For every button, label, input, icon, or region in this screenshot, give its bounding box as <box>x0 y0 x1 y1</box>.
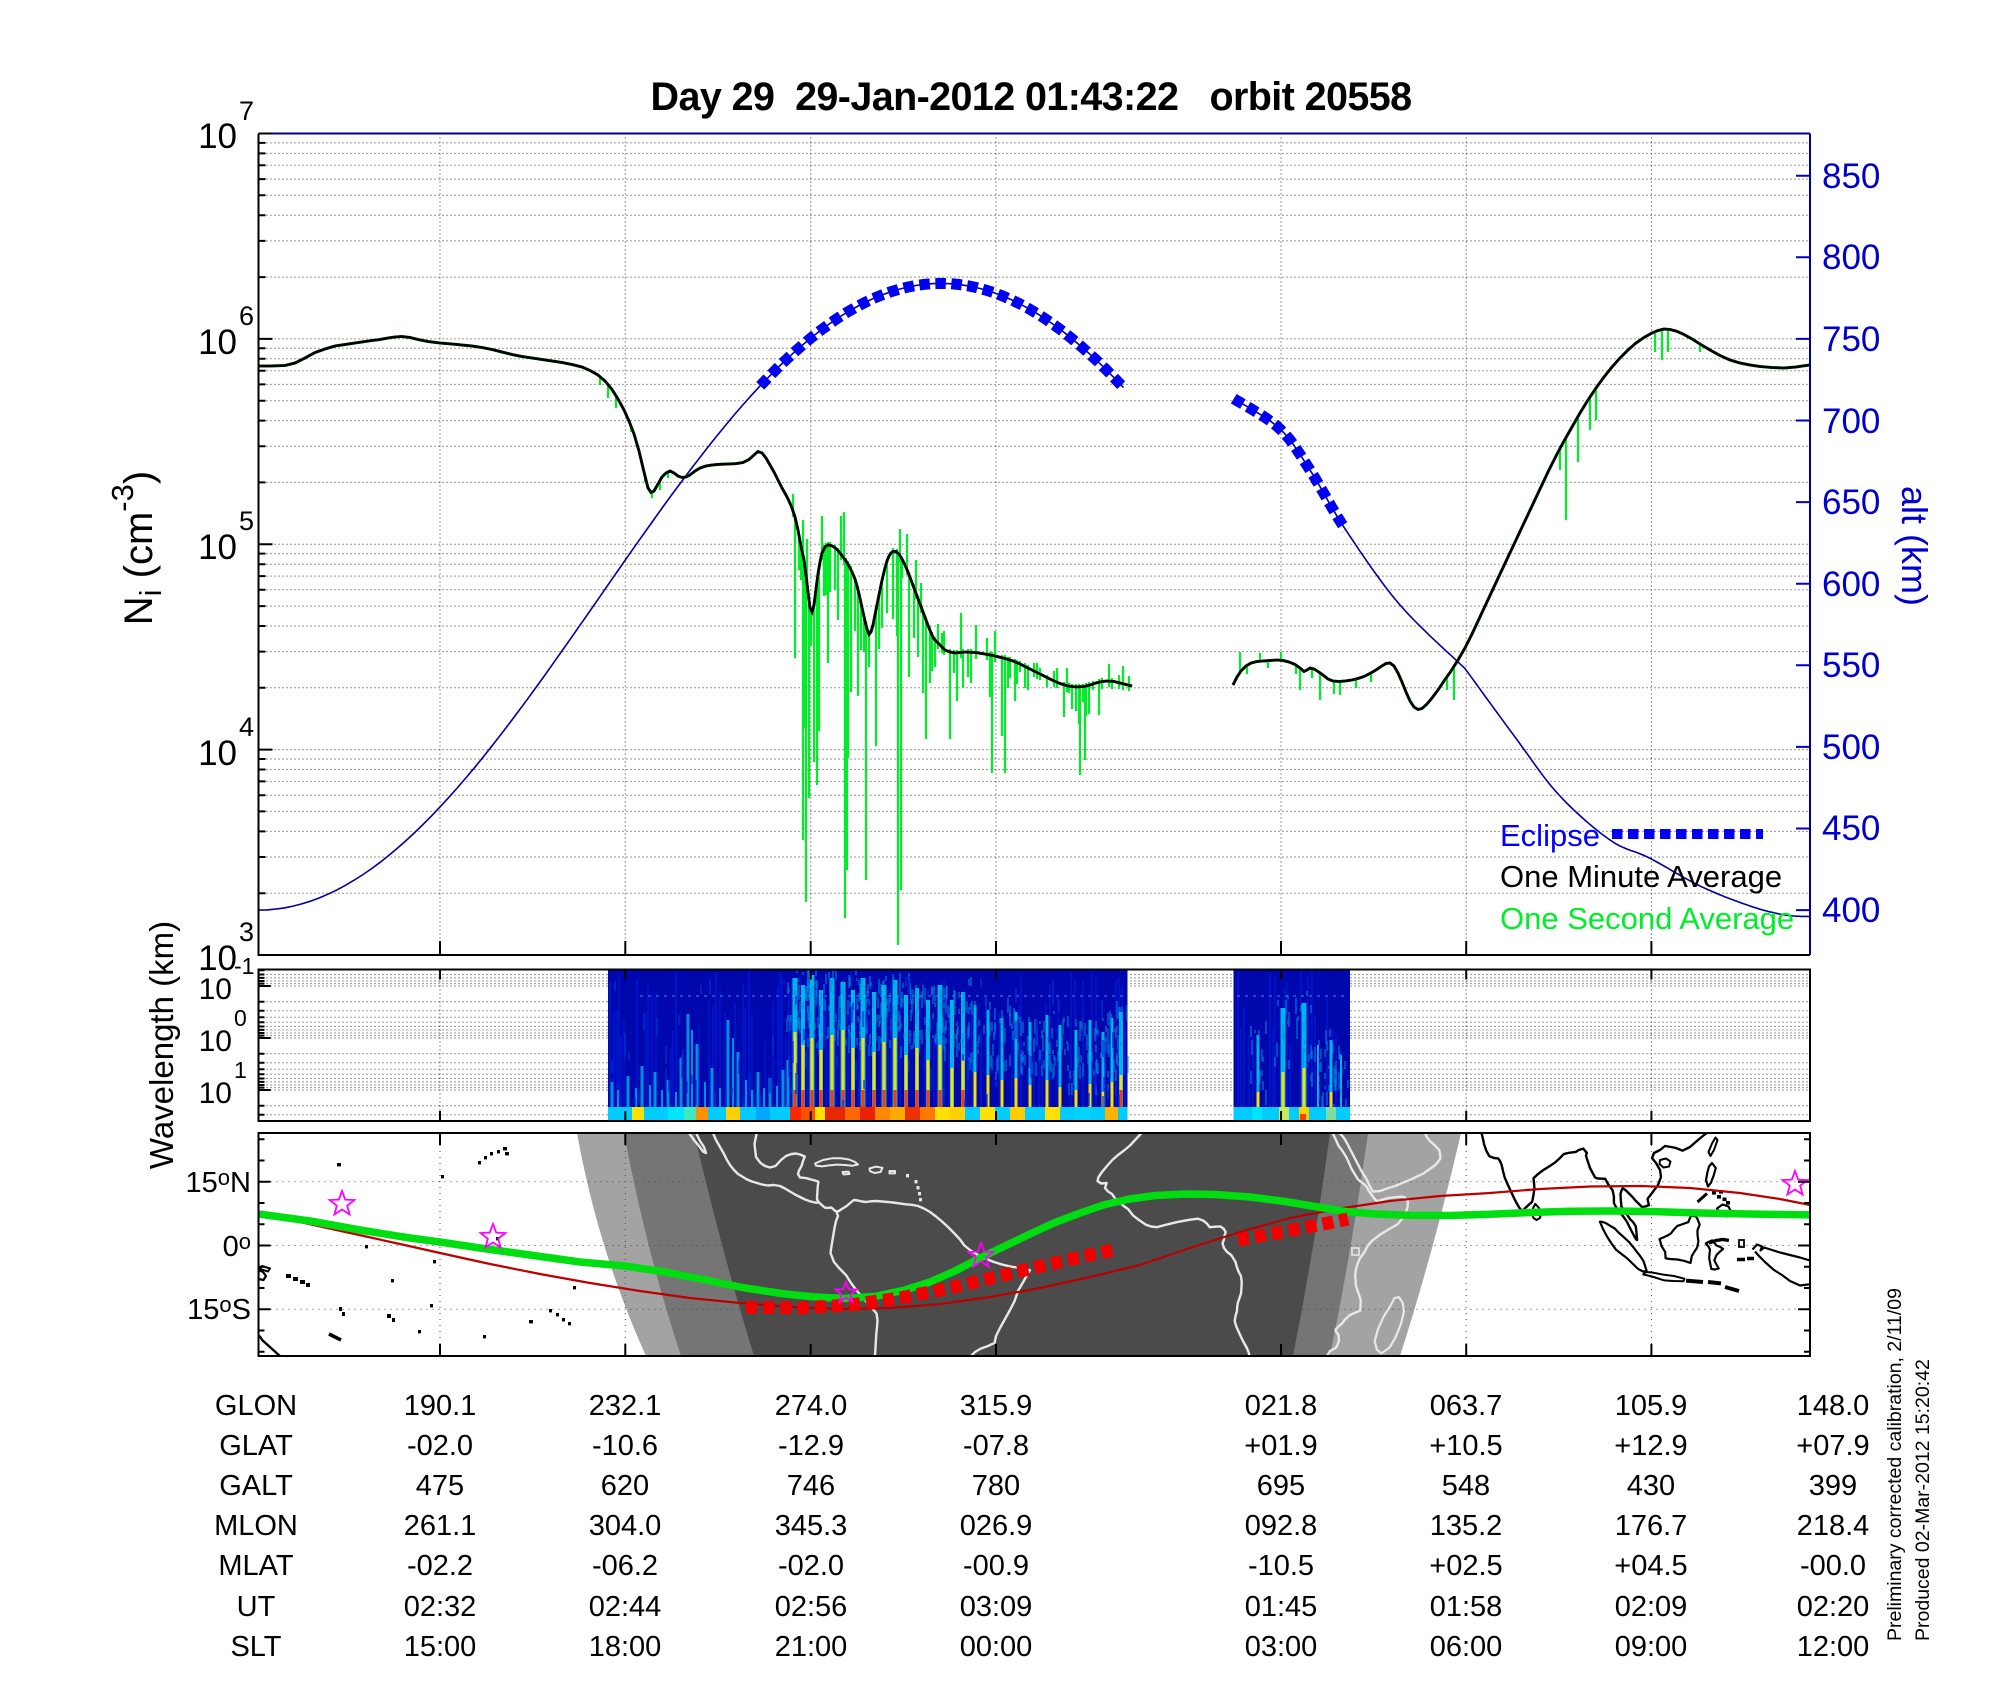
svg-text:MLAT: MLAT <box>218 1550 293 1582</box>
svg-text:176.7: 176.7 <box>1615 1510 1688 1542</box>
svg-text:Day 29 29-Jan-2012 01:43:22: Day 29 29-Jan-2012 01:43:22 orbit 20558 <box>651 75 1412 119</box>
svg-text:GALT: GALT <box>219 1470 293 1502</box>
svg-text:06:00: 06:00 <box>1430 1631 1503 1663</box>
svg-text:6: 6 <box>239 301 254 331</box>
svg-text:315.9: 315.9 <box>960 1390 1033 1422</box>
svg-text:3: 3 <box>239 917 254 947</box>
svg-text:304.0: 304.0 <box>589 1510 662 1542</box>
svg-text:-06.2: -06.2 <box>592 1550 658 1582</box>
svg-text:400: 400 <box>1822 891 1880 930</box>
svg-text:alt (km): alt (km) <box>1894 486 1935 606</box>
svg-text:780: 780 <box>972 1470 1020 1502</box>
svg-text:GLAT: GLAT <box>219 1430 293 1462</box>
svg-text:+02.5: +02.5 <box>1429 1550 1502 1582</box>
svg-text:850: 850 <box>1822 157 1880 196</box>
svg-text:620: 620 <box>601 1470 649 1502</box>
svg-text:218.4: 218.4 <box>1797 1510 1870 1542</box>
svg-text:750: 750 <box>1822 320 1880 359</box>
svg-text:-10.5: -10.5 <box>1248 1550 1314 1582</box>
svg-text:026.9: 026.9 <box>960 1510 1033 1542</box>
svg-text:10: 10 <box>198 528 237 567</box>
svg-text:063.7: 063.7 <box>1430 1390 1503 1422</box>
svg-text:03:00: 03:00 <box>1245 1631 1318 1663</box>
svg-text:15oN: 15oN <box>186 1165 251 1199</box>
svg-text:550: 550 <box>1822 646 1880 685</box>
svg-text:0: 0 <box>234 1005 247 1031</box>
svg-text:10: 10 <box>198 939 237 978</box>
svg-text:10: 10 <box>198 734 237 773</box>
svg-text:02:09: 02:09 <box>1615 1591 1688 1623</box>
svg-text:00:00: 00:00 <box>960 1631 1033 1663</box>
svg-text:450: 450 <box>1822 809 1880 848</box>
svg-text:5: 5 <box>239 506 254 536</box>
svg-text:-07.8: -07.8 <box>963 1430 1029 1462</box>
svg-text:02:56: 02:56 <box>775 1591 848 1623</box>
svg-text:148.0: 148.0 <box>1797 1390 1870 1422</box>
svg-text:232.1: 232.1 <box>589 1390 662 1422</box>
svg-text:399: 399 <box>1809 1470 1857 1502</box>
svg-text:-02.0: -02.0 <box>778 1550 844 1582</box>
svg-text:695: 695 <box>1257 1470 1305 1502</box>
svg-text:548: 548 <box>1442 1470 1490 1502</box>
svg-text:7: 7 <box>239 96 254 126</box>
svg-text:Eclipse: Eclipse <box>1500 818 1600 853</box>
svg-text:-00.0: -00.0 <box>1800 1550 1866 1582</box>
svg-text:GLON: GLON <box>215 1390 297 1422</box>
svg-text:09:00: 09:00 <box>1615 1631 1688 1663</box>
svg-text:SLT: SLT <box>230 1631 281 1663</box>
svg-text:092.8: 092.8 <box>1245 1510 1318 1542</box>
svg-text:021.8: 021.8 <box>1245 1390 1318 1422</box>
svg-text:10: 10 <box>199 1025 232 1058</box>
svg-text:Preliminary corrected calibrat: Preliminary corrected calibration, 2/11/… <box>1884 1288 1906 1641</box>
svg-text:02:44: 02:44 <box>589 1591 662 1623</box>
svg-text:One Second Average: One Second Average <box>1500 901 1794 936</box>
svg-text:-10.6: -10.6 <box>592 1430 658 1462</box>
svg-text:135.2: 135.2 <box>1430 1510 1503 1542</box>
svg-text:MLON: MLON <box>214 1510 298 1542</box>
svg-text:261.1: 261.1 <box>404 1510 477 1542</box>
svg-text:21:00: 21:00 <box>775 1631 848 1663</box>
svg-text:15oS: 15oS <box>187 1292 251 1326</box>
svg-text:+07.9: +07.9 <box>1796 1430 1869 1462</box>
svg-text:+12.9: +12.9 <box>1614 1430 1687 1462</box>
svg-text:345.3: 345.3 <box>775 1510 848 1542</box>
svg-text:-12.9: -12.9 <box>778 1430 844 1462</box>
svg-text:03:09: 03:09 <box>960 1591 1033 1623</box>
svg-text:10: 10 <box>198 323 237 362</box>
svg-text:10: 10 <box>199 1077 232 1110</box>
svg-text:475: 475 <box>416 1470 464 1502</box>
svg-text:4: 4 <box>239 712 254 742</box>
svg-text:-00.9: -00.9 <box>963 1550 1029 1582</box>
svg-text:+04.5: +04.5 <box>1614 1550 1687 1582</box>
svg-text:700: 700 <box>1822 402 1880 441</box>
svg-text:01:58: 01:58 <box>1430 1591 1503 1623</box>
svg-text:18:00: 18:00 <box>589 1631 662 1663</box>
svg-text:500: 500 <box>1822 728 1880 767</box>
svg-text:UT: UT <box>237 1591 276 1623</box>
svg-text:+10.5: +10.5 <box>1429 1430 1502 1462</box>
svg-text:12:00: 12:00 <box>1797 1631 1870 1663</box>
svg-text:800: 800 <box>1822 238 1880 277</box>
svg-text:-02.2: -02.2 <box>407 1550 473 1582</box>
svg-text:15:00: 15:00 <box>404 1631 477 1663</box>
svg-text:600: 600 <box>1822 565 1880 604</box>
svg-text:650: 650 <box>1822 483 1880 522</box>
svg-text:02:20: 02:20 <box>1797 1591 1870 1623</box>
svg-text:105.9: 105.9 <box>1615 1390 1688 1422</box>
svg-text:274.0: 274.0 <box>775 1390 848 1422</box>
svg-text:01:45: 01:45 <box>1245 1591 1318 1623</box>
svg-text:190.1: 190.1 <box>404 1390 477 1422</box>
svg-text:430: 430 <box>1627 1470 1675 1502</box>
svg-text:-1: -1 <box>234 953 254 979</box>
svg-text:10: 10 <box>198 117 237 156</box>
svg-text:Wavelength (km): Wavelength (km) <box>143 921 180 1169</box>
svg-text:1: 1 <box>234 1057 247 1083</box>
svg-text:One Minute Average: One Minute Average <box>1500 859 1782 894</box>
svg-text:-02.0: -02.0 <box>407 1430 473 1462</box>
svg-text:+01.9: +01.9 <box>1244 1430 1317 1462</box>
svg-text:10: 10 <box>199 973 232 1006</box>
svg-text:02:32: 02:32 <box>404 1591 477 1623</box>
svg-text:746: 746 <box>787 1470 835 1502</box>
svg-text:Produced 02-Mar-2012 15:20:42: Produced 02-Mar-2012 15:20:42 <box>1912 1359 1934 1641</box>
